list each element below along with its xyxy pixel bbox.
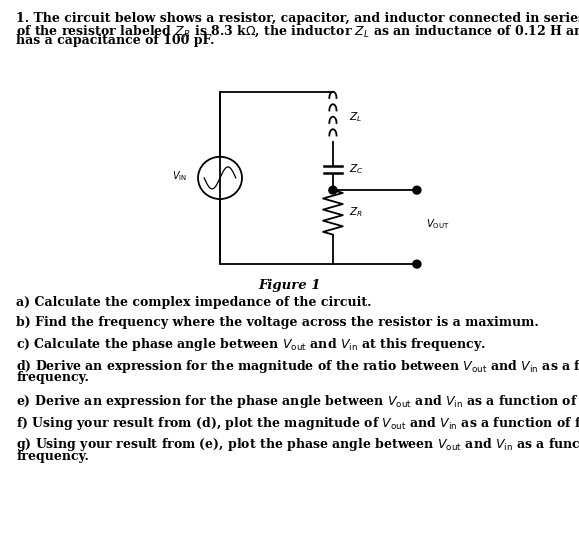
Text: 1. The circuit below shows a resistor, capacitor, and inductor connected in seri: 1. The circuit below shows a resistor, c… [16,12,579,25]
Circle shape [413,260,421,268]
Text: $Z_C$: $Z_C$ [349,163,364,176]
Text: $V_{\rm IN}$: $V_{\rm IN}$ [172,169,187,182]
Text: frequency.: frequency. [16,450,89,463]
Text: g) Using your result from (e), plot the phase angle between $V_{\rm out}$ and $V: g) Using your result from (e), plot the … [16,436,579,454]
Text: frequency.: frequency. [16,371,89,384]
Text: d) Derive an expression for the magnitude of the ratio between $V_{\rm out}$ and: d) Derive an expression for the magnitud… [16,358,579,375]
Circle shape [329,186,337,194]
Text: e) Derive an expression for the phase angle between $V_{\rm out}$ and $V_{\rm in: e) Derive an expression for the phase an… [16,393,579,410]
Text: $Z_L$: $Z_L$ [349,110,362,123]
Text: Figure 1: Figure 1 [258,279,321,292]
Text: of the resistor labeled $Z_R$ is 8.3 k$\Omega$, the inductor $Z_L$ as an inducta: of the resistor labeled $Z_R$ is 8.3 k$\… [16,23,579,41]
Text: f) Using your result from (d), plot the magnitude of $V_{\rm out}$ and $V_{\rm i: f) Using your result from (d), plot the … [16,415,579,432]
Text: has a capacitance of 100 pF.: has a capacitance of 100 pF. [16,34,215,47]
Circle shape [413,186,421,194]
Text: c) Calculate the phase angle between $V_{\rm out}$ and $V_{\rm in}$ at this freq: c) Calculate the phase angle between $V_… [16,336,486,353]
Text: $Z_R$: $Z_R$ [349,206,363,219]
Text: $V_{\rm OUT}$: $V_{\rm OUT}$ [426,217,449,231]
Text: b) Find the frequency where the voltage across the resistor is a maximum.: b) Find the frequency where the voltage … [16,316,539,329]
Text: a) Calculate the complex impedance of the circuit.: a) Calculate the complex impedance of th… [16,296,372,309]
